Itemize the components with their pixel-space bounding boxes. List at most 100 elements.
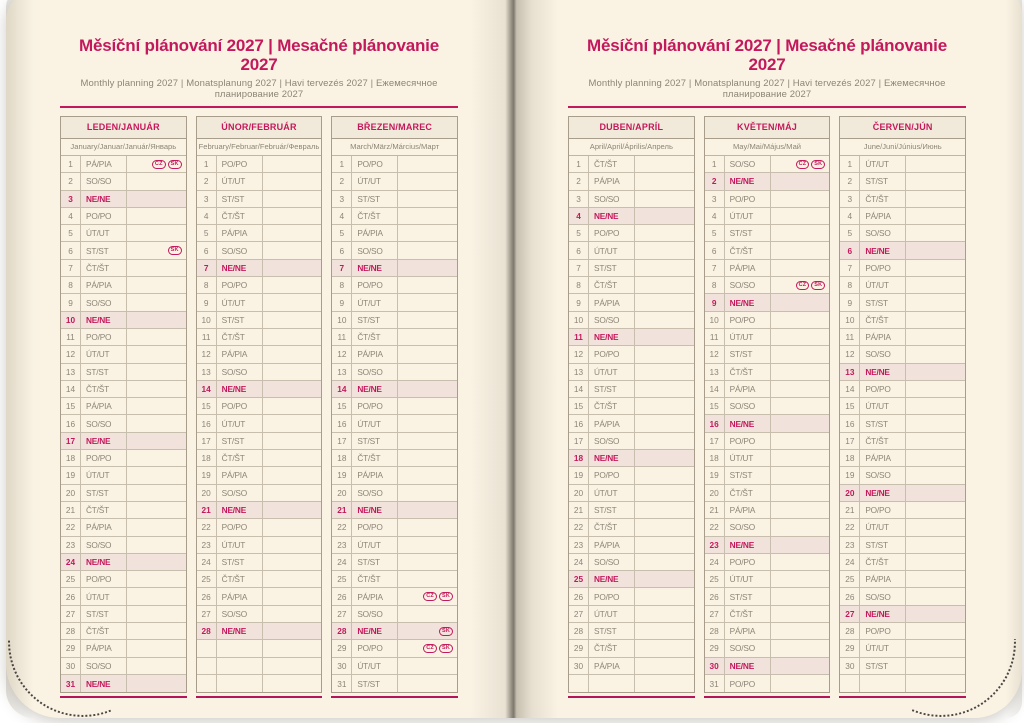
notes-cell bbox=[263, 554, 322, 570]
notes-cell: SK bbox=[127, 242, 186, 258]
day-abbreviation: ST/ST bbox=[860, 536, 907, 553]
notes-cell bbox=[263, 640, 322, 656]
day-abbreviation: SO/SO bbox=[725, 519, 771, 536]
notes-cell bbox=[635, 381, 694, 397]
month-name: BŘEZEN/MAREC bbox=[332, 117, 458, 139]
day-number: 27 bbox=[569, 605, 589, 623]
day-number: 26 bbox=[332, 588, 353, 605]
day-row: 16 ST/ST bbox=[840, 415, 966, 433]
notes-cell bbox=[906, 346, 965, 362]
day-abbreviation: PO/PO bbox=[352, 156, 399, 173]
day-number: 3 bbox=[61, 190, 81, 207]
notes-cell bbox=[771, 191, 830, 207]
day-abbreviation: PO/PO bbox=[725, 432, 771, 450]
notes-cell bbox=[127, 398, 186, 414]
day-abbreviation: SO/SO bbox=[589, 311, 635, 328]
day-abbreviation: SO/SO bbox=[860, 588, 907, 605]
notes-cell bbox=[635, 364, 694, 380]
empty-row bbox=[196, 640, 322, 658]
day-abbreviation: ČT/ŠT bbox=[352, 328, 399, 346]
day-abbreviation: SO/SO bbox=[589, 190, 635, 207]
day-number: 7 bbox=[569, 259, 589, 277]
day-number: 31 bbox=[705, 674, 725, 693]
day-abbreviation: ST/ST bbox=[352, 190, 399, 207]
day-number: 29 bbox=[61, 640, 81, 657]
day-row: 25 ČT/ŠT bbox=[332, 571, 458, 589]
day-row: 12 PÁ/PIA bbox=[196, 346, 322, 364]
day-number: 23 bbox=[332, 536, 353, 553]
day-number: 12 bbox=[705, 346, 725, 363]
day-abbreviation: ÚT/UT bbox=[217, 536, 263, 553]
day-number: 26 bbox=[61, 588, 81, 605]
header-rule bbox=[60, 106, 458, 108]
day-row: 26 PO/PO bbox=[569, 588, 694, 606]
day-row: 12 ST/ST bbox=[704, 346, 830, 364]
notes-cell bbox=[263, 502, 322, 518]
day-row: 3 ČT/ŠT bbox=[840, 190, 966, 208]
day-abbreviation: SO/SO bbox=[217, 363, 263, 380]
day-abbreviation-empty bbox=[217, 674, 263, 693]
day-row: 10 ČT/ŠT bbox=[840, 311, 966, 329]
day-number: 3 bbox=[705, 190, 725, 207]
day-row: 9 ST/ST bbox=[840, 294, 966, 312]
day-row: 21 ČT/ŠT bbox=[61, 501, 186, 520]
day-row-sunday: 10 NE/NE bbox=[61, 311, 186, 329]
notes-cell bbox=[906, 502, 965, 518]
day-row: 12 ÚT/UT bbox=[61, 346, 186, 364]
notes-cell bbox=[398, 364, 457, 380]
notes-cell bbox=[635, 173, 694, 189]
notes-cell bbox=[263, 173, 322, 189]
day-abbreviation: ST/ST bbox=[352, 674, 399, 693]
day-abbreviation: SO/SO bbox=[725, 640, 771, 657]
notes-cell bbox=[635, 415, 694, 431]
notes-cell bbox=[263, 191, 322, 207]
notes-cell bbox=[771, 208, 830, 224]
day-row: 22 SO/SO bbox=[704, 519, 830, 537]
day-row-sunday: 16 NE/NE bbox=[704, 415, 830, 433]
day-abbreviation: PO/PO bbox=[589, 588, 635, 605]
notes-cell bbox=[771, 623, 830, 639]
day-number: 30 bbox=[705, 657, 725, 674]
notes-cell bbox=[263, 433, 322, 449]
day-number: 22 bbox=[332, 519, 353, 536]
notes-cell bbox=[263, 242, 322, 258]
day-row: 19 PÁ/PIA bbox=[196, 467, 322, 485]
day-abbreviation: ST/ST bbox=[725, 225, 771, 242]
notes-cell bbox=[398, 606, 457, 622]
notes-cell bbox=[906, 640, 965, 656]
day-abbreviation: PO/PO bbox=[217, 398, 263, 415]
day-row-sunday: 24 NE/NE bbox=[61, 553, 186, 572]
notes-cell bbox=[906, 485, 965, 501]
day-row: 30 SO/SO bbox=[61, 657, 186, 675]
day-row: 28 PO/PO bbox=[840, 623, 966, 641]
day-number: 4 bbox=[569, 207, 589, 225]
day-number: 21 bbox=[569, 501, 589, 519]
notes-cell bbox=[771, 381, 830, 397]
day-row: 10 PO/PO bbox=[704, 311, 830, 329]
day-number: 27 bbox=[61, 605, 81, 623]
day-number: 18 bbox=[61, 450, 81, 467]
day-abbreviation: ČT/ŠT bbox=[217, 328, 263, 346]
day-row: 26 SO/SO bbox=[840, 588, 966, 606]
day-number: 2 bbox=[61, 173, 81, 190]
day-number: 31 bbox=[332, 674, 353, 693]
day-row: 14 PÁ/PIA bbox=[704, 380, 830, 399]
day-abbreviation: SO/SO bbox=[589, 432, 635, 450]
notes-cell bbox=[906, 173, 965, 189]
day-number: 27 bbox=[332, 605, 353, 623]
day-number: 19 bbox=[332, 467, 353, 484]
day-abbreviation: NE/NE bbox=[725, 415, 771, 432]
day-number: 7 bbox=[332, 259, 353, 277]
day-row: 23 ÚT/UT bbox=[332, 536, 458, 554]
day-abbreviation: ČT/ŠT bbox=[589, 277, 635, 294]
day-abbreviation: SO/SO bbox=[81, 415, 127, 432]
month-underline bbox=[839, 696, 967, 699]
day-number: 7 bbox=[840, 259, 861, 277]
day-abbreviation: ČT/ŠT bbox=[725, 484, 771, 501]
page-right: Měsíční plánování 2027 | Mesačné plánova… bbox=[514, 0, 1022, 718]
day-row: 18 PO/PO bbox=[61, 450, 186, 468]
day-row: 6 SO/SO bbox=[332, 242, 458, 260]
notes-cell bbox=[635, 398, 694, 414]
day-abbreviation: NE/NE bbox=[860, 242, 907, 259]
day-number: 18 bbox=[705, 450, 725, 467]
